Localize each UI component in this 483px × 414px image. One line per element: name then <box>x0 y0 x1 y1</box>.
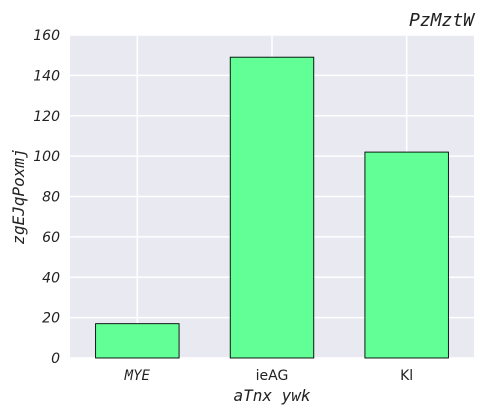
x-tick-label: Kl <box>400 368 413 384</box>
y-tick-label: 40 <box>42 270 60 286</box>
y-tick-label: 120 <box>33 109 60 125</box>
bars <box>95 56 449 359</box>
y-axis-label: zgEJqPoxmj <box>9 148 28 244</box>
chart-title: PzMztW <box>409 10 476 31</box>
y-tick-label: 80 <box>42 190 60 206</box>
y-tick-labels: 0 20 40 60 80 100 120 140 160 <box>33 28 60 367</box>
bar-ieag <box>229 56 315 359</box>
x-tick-labels: MYE ieAG Kl <box>124 368 414 384</box>
x-axis-label: aTnx ywk <box>233 386 310 405</box>
y-tick-label: 60 <box>42 230 60 246</box>
y-tick-label: 0 <box>51 351 60 367</box>
bar-mye <box>95 323 180 359</box>
y-tick-label: 100 <box>33 149 60 165</box>
bar-kl <box>364 151 449 359</box>
y-tick-label: 140 <box>33 68 60 84</box>
x-tick-label: ieAG <box>256 368 289 384</box>
y-tick-label: 20 <box>42 311 60 327</box>
x-tick-label: MYE <box>124 368 151 384</box>
y-tick-label: 160 <box>33 28 60 44</box>
